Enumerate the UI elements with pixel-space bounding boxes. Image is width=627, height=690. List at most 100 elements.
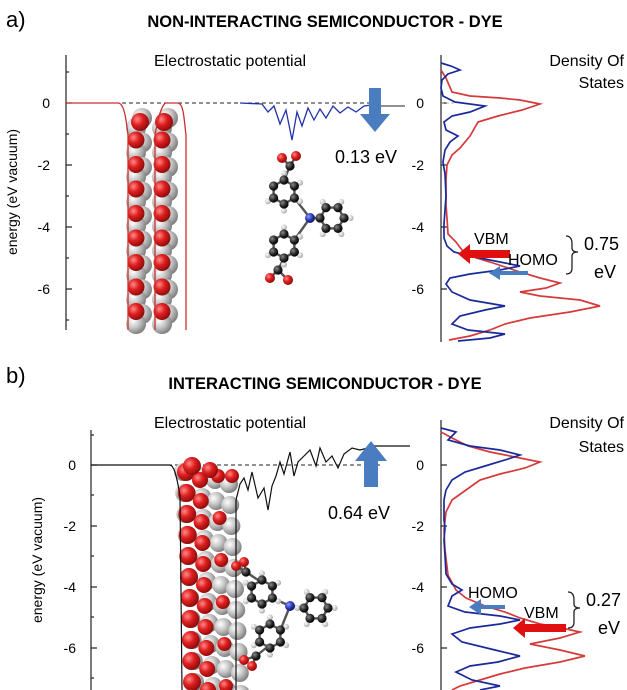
oxygen-atom (200, 682, 216, 690)
carbon-atom (257, 575, 267, 585)
metal-atom (226, 580, 244, 598)
panel-b-title: INTERACTING SEMICONDUCTOR - DYE (168, 375, 481, 393)
oxygen-atom (179, 547, 198, 565)
panel-b-dos-tick-1: -2 (412, 518, 425, 534)
hydrogen-atom (281, 170, 287, 177)
metal-atom (207, 492, 226, 510)
panel-a-upper-level-label: VBM (474, 231, 509, 248)
panel-a-gap-bracket (565, 235, 579, 275)
carbon-atom (333, 223, 343, 233)
oxygen-atom (197, 619, 214, 635)
oxygen-atom (193, 514, 210, 530)
oxygen-atom (196, 577, 212, 593)
oxygen-atom (153, 131, 171, 149)
panel-a-gap-value-line2: eV (594, 262, 616, 282)
hydrogen-atom (259, 607, 265, 614)
panel-a-shift-arrow (360, 88, 390, 132)
panel-b-upper-level-arrow (469, 599, 505, 615)
carbon-atom (251, 651, 261, 661)
metal-atom (152, 314, 172, 334)
panel-b: b) INTERACTING SEMICONDUCTOR - DYE Elect… (6, 363, 625, 690)
panel-a-ytick-2: -4 (38, 219, 51, 235)
panel-b-gap-value-line1: 0.27 (586, 590, 621, 610)
oxygen-atom (212, 511, 227, 525)
carbon-atom (305, 613, 315, 623)
panel-b-ytick-1: -2 (64, 518, 77, 534)
panel-a-dye-molecule (264, 151, 354, 285)
carbon-atom (279, 229, 289, 239)
carbon-atom (279, 175, 289, 185)
panel-a-dos-tick-0: 0 (416, 95, 424, 111)
carbon-atom (305, 593, 315, 603)
oxygen-atom (219, 679, 233, 690)
carbon-atom (255, 625, 265, 635)
panel-b-gap-value-line2: eV (598, 618, 620, 638)
carbon-atom (265, 643, 275, 653)
oxygen-atom (182, 652, 201, 670)
oxygen-atom (153, 180, 171, 198)
panel-a-ylabel: energy (eV vacuum) (4, 129, 20, 255)
carbon-atom (289, 235, 299, 245)
carbon-atom (299, 603, 309, 613)
oxygen-atom (291, 151, 301, 161)
nitrogen-atom (305, 213, 315, 223)
oxygen-atom (153, 156, 171, 173)
panel-b-dos-semiconductor (440, 431, 586, 690)
oxygen-atom (192, 493, 209, 509)
panel-a-lower-level-arrow (489, 266, 528, 280)
oxygen-atom (153, 205, 171, 222)
carbon-atom (289, 247, 299, 257)
panel-b-ytick-3: -6 (64, 640, 77, 656)
panel-b-gap-bracket (567, 591, 581, 629)
hydrogen-atom (259, 570, 265, 577)
panel-b-dos-label-line1: Density Of (549, 415, 624, 432)
metal-atom (216, 660, 235, 678)
panel-b-dye-molecule (231, 557, 338, 671)
carbon-atom (339, 213, 349, 223)
panel-a: a) NON-INTERACTING SEMICONDUCTOR - DYE E… (4, 7, 625, 342)
panel-b-ylabel: energy (eV vacuum) (29, 497, 45, 623)
hydrogen-atom (267, 614, 273, 621)
hydrogen-atom (281, 224, 287, 231)
panel-b-dos-tick-3: -6 (412, 640, 425, 656)
oxygen-atom (131, 113, 149, 131)
hydrogen-atom (267, 651, 273, 658)
oxygen-atom (178, 505, 197, 523)
carbon-atom (269, 247, 279, 257)
oxygen-atom (202, 462, 218, 478)
panel-a-dye-potential (239, 102, 373, 141)
hydrogen-atom (331, 605, 338, 611)
carbon-atom (321, 223, 331, 233)
oxygen-atom (196, 598, 213, 614)
metal-atom (228, 622, 247, 640)
carbon-atom (285, 161, 295, 171)
panel-a-slab (126, 108, 178, 334)
carbon-atom (241, 567, 251, 577)
hydrogen-atom (281, 261, 287, 268)
panel-b-lower-level-label: VBM (524, 605, 559, 622)
oxygen-atom (177, 484, 196, 502)
metal-atom (214, 618, 233, 636)
carbon-atom (267, 581, 277, 591)
panel-b-upper-level-label: HOMO (468, 585, 518, 602)
metal-atom (209, 534, 228, 552)
metal-atom (223, 538, 242, 556)
oxygen-atom (178, 526, 197, 544)
panel-a-dos-tick-3: -6 (412, 281, 425, 297)
metal-atom (230, 664, 249, 682)
panel-a-gap-value-line1: 0.75 (584, 234, 619, 254)
oxygen-atom (199, 661, 216, 677)
carbon-atom (269, 181, 279, 191)
oxygen-atom (231, 561, 241, 571)
panel-a-letter: a) (6, 7, 26, 32)
oxygen-atom (127, 180, 145, 198)
oxygen-atom (195, 556, 212, 572)
panel-b-ytick-2: -4 (64, 579, 77, 595)
oxygen-atom (198, 640, 215, 656)
oxygen-atom (127, 229, 145, 247)
carbon-atom (333, 203, 343, 213)
oxygen-atom (127, 278, 145, 296)
panel-b-potential (91, 445, 410, 690)
oxygen-atom (127, 303, 145, 320)
